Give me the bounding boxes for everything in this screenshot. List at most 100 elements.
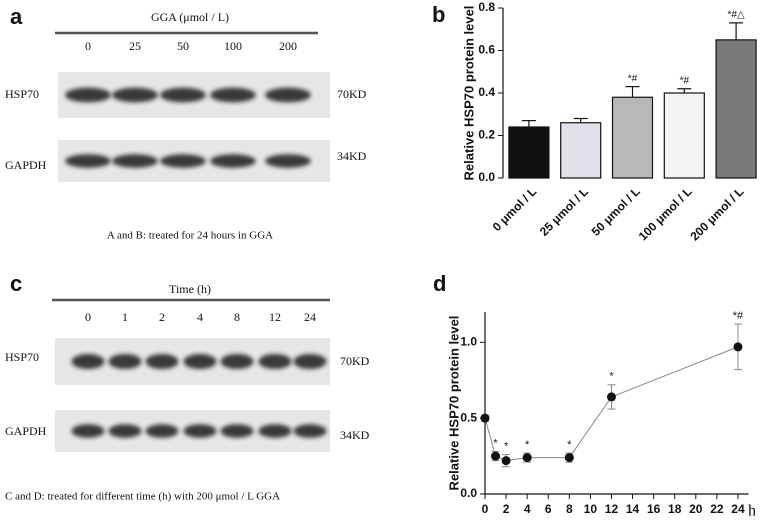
blot-band [160, 87, 206, 103]
significance: * [609, 371, 614, 383]
x-tick-label: 24 [731, 502, 745, 516]
row-size: 70KD [337, 87, 367, 101]
significance: *# [628, 73, 638, 84]
row-size: 70KD [340, 354, 370, 368]
blot-band [112, 154, 158, 168]
bar [663, 92, 705, 179]
blot-band [108, 424, 142, 438]
x-tick-label: 0 [482, 502, 489, 516]
x-tick-label: 12 [605, 502, 619, 516]
panel-label: c [10, 271, 22, 296]
blot-title: Time (h) [169, 282, 211, 296]
x-tick-label: 25 μmol / L [537, 184, 591, 238]
blot-band [145, 353, 179, 370]
lane-label: 0 [85, 310, 91, 324]
blot-band [220, 353, 254, 370]
blot-band [210, 154, 256, 168]
lane-label: 100 [224, 39, 242, 53]
lane-label: 4 [197, 310, 203, 324]
data-point [564, 453, 574, 463]
data-point [606, 392, 616, 402]
blot-band [293, 424, 327, 438]
blot-band [71, 424, 105, 438]
significance: *# [733, 310, 744, 322]
blot-band [220, 424, 254, 438]
blot-band [293, 353, 327, 370]
x-tick-label: 2 [503, 502, 510, 516]
bar [611, 96, 654, 179]
row-size: 34KD [337, 149, 367, 163]
row-name: GAPDH [5, 424, 47, 438]
blot-band [258, 353, 292, 370]
x-tick-label: 4 [524, 502, 531, 516]
blot-band [112, 87, 158, 103]
significance: * [567, 439, 572, 451]
caption: C and D: treated for different time (h) … [5, 491, 280, 503]
data-point [522, 453, 532, 463]
data-point [733, 342, 743, 352]
panel-label: b [432, 2, 445, 27]
x-tick-label: 8 [566, 502, 573, 516]
y-tick-label: 0.0 [478, 170, 495, 184]
blot-band [108, 353, 142, 370]
bar [715, 39, 757, 179]
x-tick-label: 10 [584, 502, 598, 516]
row-name: HSP70 [5, 350, 39, 364]
significance: * [525, 439, 530, 451]
y-tick-label: 0.2 [478, 128, 495, 142]
lane-label: 0 [85, 39, 91, 53]
panel-label: d [433, 271, 446, 296]
bar [560, 122, 602, 179]
blot-band [71, 353, 105, 370]
blot-band [265, 87, 311, 103]
blot-band [65, 154, 111, 168]
significance: * [504, 440, 509, 452]
x-tick-label: 200 μmol / L [688, 184, 747, 243]
data-point [480, 413, 490, 423]
x-tick-label: 50 μmol / L [589, 184, 643, 238]
significance: *# [680, 75, 690, 86]
x-tick-label: 100 μmol / L [636, 184, 695, 243]
y-tick-label: 0.0 [460, 486, 477, 500]
x-tick-label: 6 [545, 502, 552, 516]
blot-band [183, 353, 217, 370]
x-axis-label: h [748, 503, 756, 520]
lane-label: 12 [269, 310, 281, 324]
y-tick-label: 0.5 [460, 410, 477, 424]
x-tick-label: 20 [689, 502, 703, 516]
blot-band [258, 424, 292, 438]
lane-label: 200 [279, 39, 297, 53]
lane-label: 24 [304, 310, 316, 324]
y-tick-label: 0.8 [478, 0, 495, 14]
y-tick-label: 1.0 [460, 335, 477, 349]
row-name: GAPDH [5, 158, 47, 172]
x-tick-label: 22 [710, 502, 724, 516]
y-tick-label: 0.6 [478, 43, 495, 57]
x-tick-label: 18 [668, 502, 682, 516]
blot-band [160, 154, 206, 168]
y-tick-label: 0.4 [478, 85, 495, 99]
lane-label: 1 [122, 310, 128, 324]
blot-band [145, 424, 179, 438]
blot-band [210, 87, 256, 103]
row-size: 34KD [340, 428, 370, 442]
row-name: HSP70 [5, 87, 39, 101]
y-axis-label: Relative HSP70 protein level [446, 316, 461, 491]
bar [508, 126, 550, 179]
lane-label: 8 [234, 310, 240, 324]
x-tick-label: 0 μmol / L [490, 184, 540, 234]
significance: *#△ [728, 10, 745, 21]
x-tick-label: 14 [626, 502, 640, 516]
blot-band [183, 424, 217, 438]
significance: * [493, 437, 498, 449]
caption: A and B: treated for 24 hours in GGA [107, 230, 273, 242]
y-axis-label: Relative HSP70 protein level [461, 6, 476, 181]
lane-label: 50 [177, 39, 189, 53]
panel-label: a [10, 4, 23, 29]
data-point [501, 456, 511, 466]
blot-band [265, 154, 311, 168]
data-point [491, 451, 501, 461]
blot-band [65, 87, 111, 103]
lane-label: 2 [159, 310, 165, 324]
